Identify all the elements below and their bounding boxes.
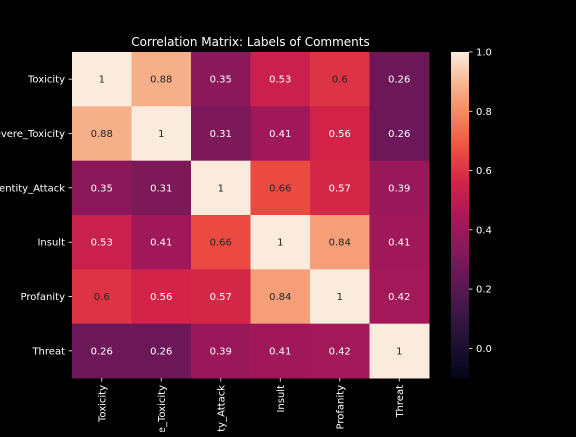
heatmap-cell <box>310 52 370 107</box>
heatmap-cell <box>131 269 192 325</box>
cell-value-label: 0.57 <box>329 183 351 194</box>
colorbar-tick-label: 0.8 <box>476 107 492 118</box>
heatmap-cell <box>369 215 430 270</box>
cell-value-label: 1 <box>396 346 402 357</box>
heatmap-cell <box>310 215 370 270</box>
cell-value-label: 0.57 <box>210 292 232 303</box>
colorbar-tick-label: 0.6 <box>476 166 492 177</box>
heatmap-cell <box>310 160 370 216</box>
column-tick-label: Threat <box>395 385 406 419</box>
row-tick-label: Severe_Toxicity <box>0 129 65 140</box>
heatmap-cell <box>72 269 132 325</box>
heatmap-cell <box>72 323 132 379</box>
cell-value-label: 0.41 <box>150 238 172 249</box>
cell-value-label: 0.88 <box>91 129 113 140</box>
column-tick-label: Identity_Attack <box>216 385 227 432</box>
heatmap-cell <box>131 323 192 379</box>
heatmap-cell <box>369 269 430 325</box>
cell-value-label: 0.26 <box>150 346 172 357</box>
colorbar-tick-label: 0.2 <box>476 285 492 296</box>
chart-title: Correlation Matrix: Labels of Comments <box>131 35 370 49</box>
cell-value-label: 0.31 <box>210 129 232 140</box>
cell-value-label: 0.31 <box>150 183 172 194</box>
heatmap-cell <box>191 269 251 325</box>
heatmap-cell <box>369 160 430 216</box>
heatmap-cell <box>369 106 430 162</box>
cell-value-label: 0.26 <box>91 346 113 357</box>
heatmap-cell <box>131 106 192 162</box>
heatmap-cell <box>369 323 430 379</box>
cell-value-label: 1 <box>337 292 343 303</box>
cell-value-label: 0.39 <box>210 346 232 357</box>
heatmap-cell <box>310 269 370 325</box>
heatmap-cell <box>191 215 251 270</box>
cell-value-label: 0.42 <box>388 292 410 303</box>
cell-value-label: 1 <box>99 75 105 86</box>
cell-value-label: 0.53 <box>91 238 113 249</box>
heatmap-cell <box>310 106 370 162</box>
row-tick-label: Profanity <box>21 292 66 303</box>
cell-value-label: 0.56 <box>329 129 351 140</box>
cell-value-label: 0.41 <box>388 238 410 249</box>
row-labels: Toxicity Severe_Toxicity Identity_Attack In… <box>0 75 72 357</box>
column-tick-label: Toxicity <box>97 385 108 423</box>
heatmap-cell <box>131 52 192 107</box>
row-tick-label: Insult <box>37 238 65 249</box>
heatmap-cell <box>131 215 192 270</box>
cell-value-label: 0.35 <box>91 183 113 194</box>
colorbar-tick-label: 1.0 <box>476 48 492 59</box>
heatmap-cell <box>250 160 311 216</box>
column-tick-label: Severe_Toxicity <box>157 385 168 432</box>
column-tick-label: Insult <box>276 385 287 413</box>
heatmap-cell <box>131 160 192 216</box>
cell-value-label: 0.41 <box>269 129 291 140</box>
row-tick-label: Threat <box>31 346 65 357</box>
heatmap-cell <box>191 160 251 216</box>
cell-value-label: 0.66 <box>210 238 232 249</box>
colorbar-tick-label: 0.4 <box>476 225 492 236</box>
cell-value-label: 0.66 <box>269 183 291 194</box>
column-labels: Toxicity Severe_Toxicity Identity_Attack In… <box>97 378 406 437</box>
column-tick-label: Profanity <box>335 385 346 430</box>
cell-value-label: 1 <box>277 238 283 249</box>
cell-value-label: 0.39 <box>388 183 410 194</box>
cell-value-label: 0.35 <box>210 75 232 86</box>
heatmap-cell <box>72 215 132 270</box>
cell-value-label: 0.26 <box>388 75 410 86</box>
cell-value-label: 1 <box>158 129 164 140</box>
colorbar-gradient <box>451 52 469 378</box>
cell-value-label: 0.84 <box>269 292 291 303</box>
heatmap-cell <box>72 160 132 216</box>
heatmap-cell <box>250 323 311 379</box>
cell-value-label: 0.42 <box>329 346 351 357</box>
cell-value-label: 0.6 <box>94 292 110 303</box>
heatmap-cell <box>250 215 311 270</box>
colorbar: 0.0 0.2 0.4 0.6 0.8 1.0 <box>451 48 492 378</box>
colorbar-tick-label: 0.0 <box>476 344 492 355</box>
heatmap-cell <box>250 269 311 325</box>
cell-value-label: 0.41 <box>269 346 291 357</box>
heatmap-cell <box>250 52 311 107</box>
heatmap-cell <box>310 323 370 379</box>
heatmap-cell <box>191 323 251 379</box>
heatmap-cell <box>191 52 251 107</box>
cell-value-label: 0.6 <box>332 75 348 86</box>
heatmap-cell <box>369 52 430 107</box>
cell-value-label: 0.88 <box>150 75 172 86</box>
heatmap-cell <box>191 106 251 162</box>
heatmap-cell <box>72 52 132 107</box>
heatmap-cell <box>72 106 132 162</box>
row-tick-label: Identity_Attack <box>0 183 65 194</box>
cell-value-label: 0.84 <box>329 238 351 249</box>
cell-value-label: 0.53 <box>269 75 291 86</box>
row-tick-label: Toxicity <box>27 75 65 86</box>
heatmap-cells: 1 0.88 0.35 0.53 0.6 0.26 0.88 1 0.31 0.41 0.56 0.2… <box>72 52 430 379</box>
heatmap-cell <box>250 106 311 162</box>
cell-value-label: 0.26 <box>388 129 410 140</box>
cell-value-label: 1 <box>218 183 224 194</box>
cell-value-label: 0.56 <box>150 292 172 303</box>
